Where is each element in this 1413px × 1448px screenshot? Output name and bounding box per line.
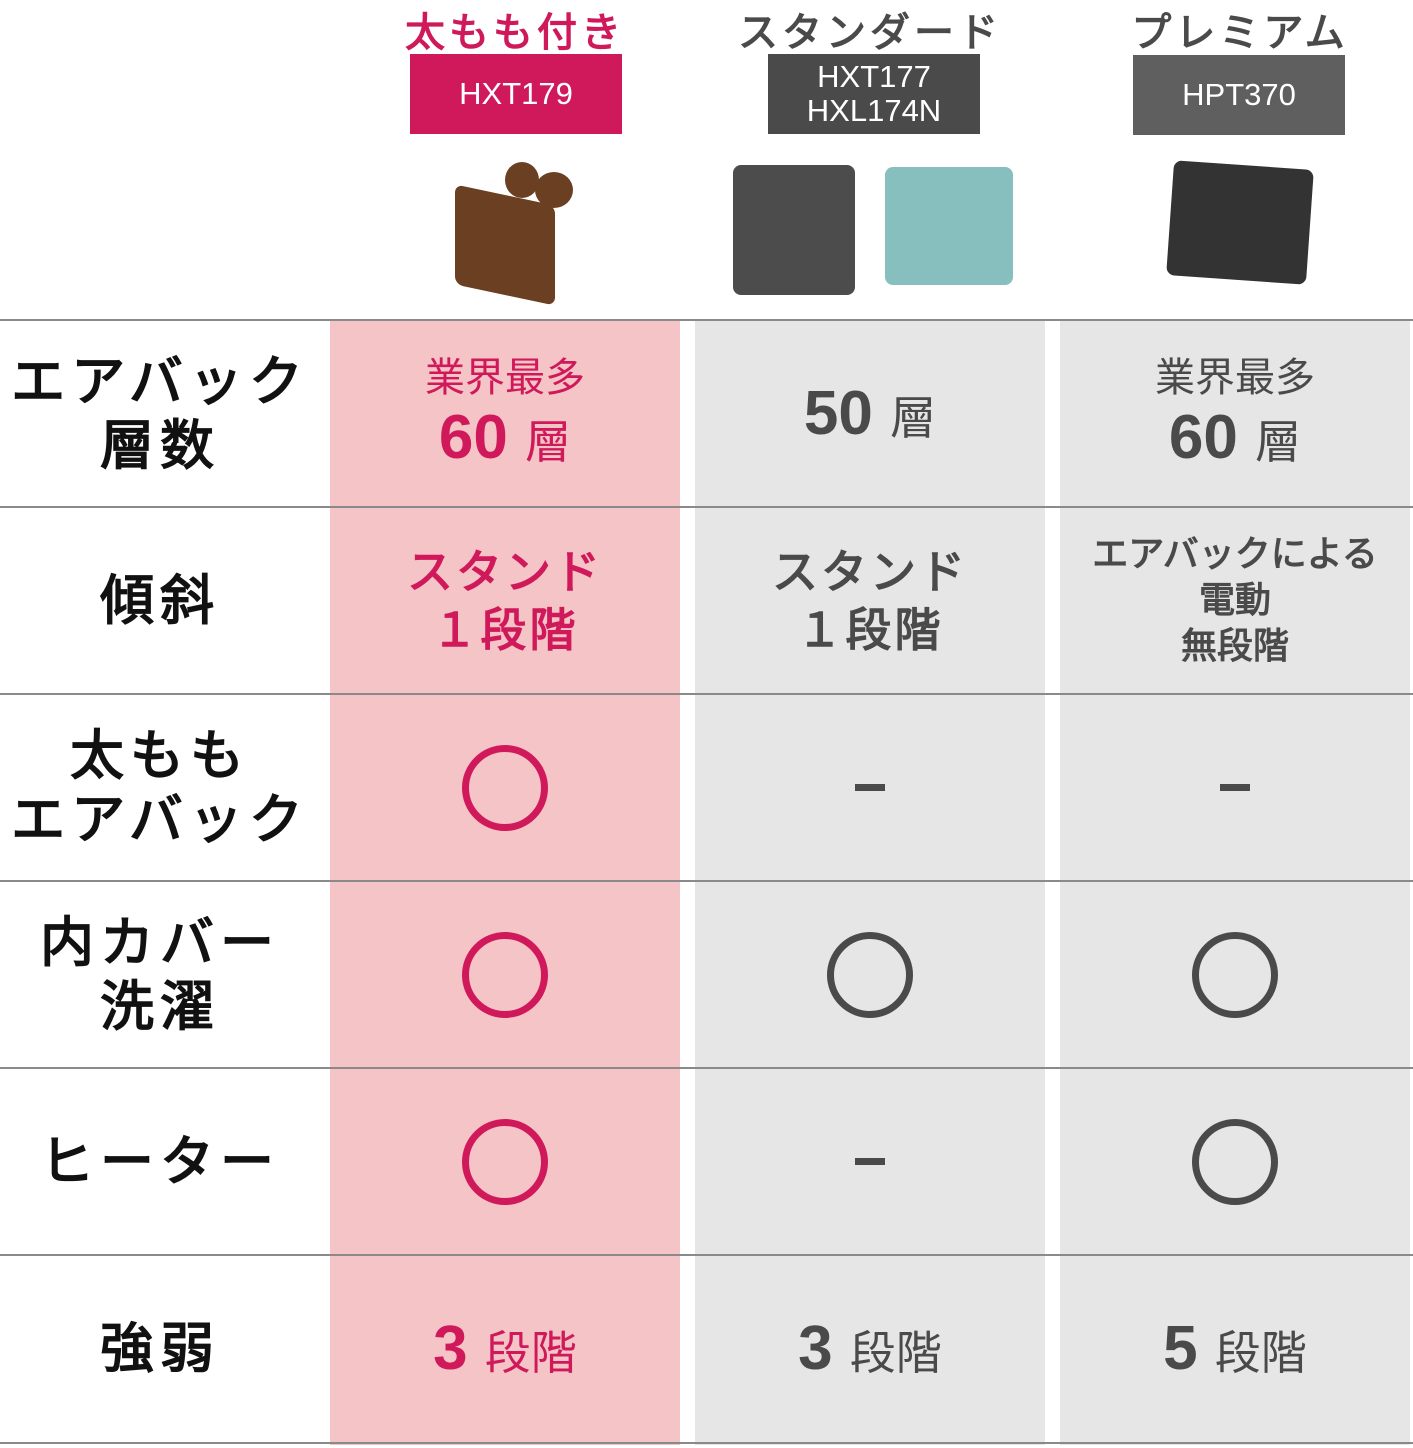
row-label: 太もも エアバック — [0, 694, 320, 881]
cell-text-line: 電動 — [1198, 579, 1271, 621]
product-image-standard-gray — [733, 165, 855, 295]
value-unit: 層 — [890, 391, 937, 445]
cell-value: 3 段階 — [798, 1313, 942, 1384]
cell-text-line: １段階 — [431, 602, 579, 657]
table-cell: 50 層 — [695, 320, 1045, 507]
thigh-pad-image — [505, 162, 539, 198]
plan-name-standard: スタンダード — [738, 10, 1002, 56]
value-number: 3 — [798, 1314, 833, 1383]
cell-text-line: 無段階 — [1180, 625, 1289, 667]
plan-name-thigh: 太もも付き — [405, 10, 625, 56]
cell-value: 3 段階 — [433, 1313, 577, 1384]
value-number: 60 — [438, 403, 508, 472]
table-cell — [330, 1068, 680, 1255]
dash-mark-icon — [855, 784, 885, 791]
model-code: HXL174N — [806, 93, 942, 128]
cell-subtitle: 業界最多 — [1155, 355, 1315, 401]
thigh-pad-image — [535, 172, 573, 208]
model-code: HXT179 — [459, 76, 573, 111]
table-cell: 3 段階 — [695, 1255, 1045, 1442]
row-label: 内カバー 洗濯 — [0, 881, 320, 1068]
circle-mark-icon — [462, 931, 548, 1018]
divider — [0, 1067, 1413, 1069]
table-cell: 業界最多 60 層 — [1060, 320, 1410, 507]
circle-mark-icon — [462, 1118, 548, 1205]
divider — [0, 506, 1413, 508]
table-cell — [330, 881, 680, 1068]
model-badge-premium: HPT370 — [1133, 55, 1345, 135]
value-unit: 段階 — [484, 1326, 577, 1380]
cell-value: 50 層 — [804, 378, 936, 449]
table-cell — [1060, 881, 1410, 1068]
dash-mark-icon — [1220, 784, 1250, 791]
divider — [0, 1254, 1413, 1256]
table-cell: 5 段階 — [1060, 1255, 1410, 1442]
product-image-standard-blue — [885, 167, 1013, 285]
cell-subtitle: 業界最多 — [425, 355, 585, 401]
row-label: エアバック 層数 — [0, 320, 320, 507]
table-cell: 3 段階 — [330, 1255, 680, 1442]
row-label-line: エアバック — [11, 787, 309, 851]
row-label: 傾斜 — [0, 507, 320, 694]
cell-value: 60 層 — [439, 402, 571, 473]
divider — [0, 880, 1413, 882]
cell-text-line: １段階 — [796, 602, 944, 657]
table-cell — [695, 1068, 1045, 1255]
circle-mark-icon — [1192, 1118, 1278, 1205]
cell-value: 5 段階 — [1163, 1313, 1307, 1384]
row-label-line: 洗濯 — [100, 974, 220, 1038]
value-number: 50 — [803, 379, 873, 448]
divider — [0, 693, 1413, 695]
cell-value: 60 層 — [1169, 402, 1301, 473]
cell-text-line: エアバックによる — [1092, 533, 1378, 575]
table-cell — [1060, 1068, 1410, 1255]
model-code: HPT370 — [1182, 77, 1296, 112]
divider — [0, 319, 1413, 321]
value-unit: 段階 — [849, 1326, 942, 1380]
circle-mark-icon — [827, 931, 913, 1018]
value-number: 3 — [433, 1314, 468, 1383]
row-label-line: 傾斜 — [100, 568, 220, 632]
table-cell — [330, 694, 680, 881]
table-cell — [695, 694, 1045, 881]
row-label: 強弱 — [0, 1255, 320, 1442]
cell-text-line: スタンド — [772, 544, 968, 599]
row-label-line: 層数 — [100, 413, 220, 477]
row-label-line: 内カバー — [40, 910, 280, 974]
table-cell — [1060, 694, 1410, 881]
cell-text-line: スタンド — [407, 544, 603, 599]
table-cell: 業界最多 60 層 — [330, 320, 680, 507]
table-cell — [695, 881, 1045, 1068]
value-unit: 層 — [1255, 415, 1302, 469]
row-label-line: 太もも — [70, 723, 250, 787]
row-label-line: エアバック — [11, 349, 309, 413]
dash-mark-icon — [855, 1158, 885, 1165]
value-unit: 層 — [525, 415, 572, 469]
model-code: HXT177 — [817, 59, 931, 94]
circle-mark-icon — [1192, 931, 1278, 1018]
plan-name-premium: プレミアム — [1131, 10, 1349, 56]
model-badge-standard: HXT177 HXL174N — [768, 54, 980, 134]
table-cell: スタンド １段階 — [330, 507, 680, 694]
table-cell: エアバックによる 電動 無段階 — [1060, 507, 1410, 694]
row-label-line: ヒーター — [40, 1129, 280, 1193]
product-image-premium — [1166, 160, 1314, 285]
value-number: 60 — [1168, 403, 1238, 472]
value-number: 5 — [1163, 1314, 1198, 1383]
value-unit: 段階 — [1214, 1326, 1307, 1380]
circle-mark-icon — [462, 744, 548, 831]
divider — [0, 1442, 1413, 1444]
row-label-line: 強弱 — [100, 1316, 220, 1380]
table-cell: スタンド １段階 — [695, 507, 1045, 694]
model-badge-thigh: HXT179 — [410, 54, 622, 134]
row-label: ヒーター — [0, 1068, 320, 1255]
